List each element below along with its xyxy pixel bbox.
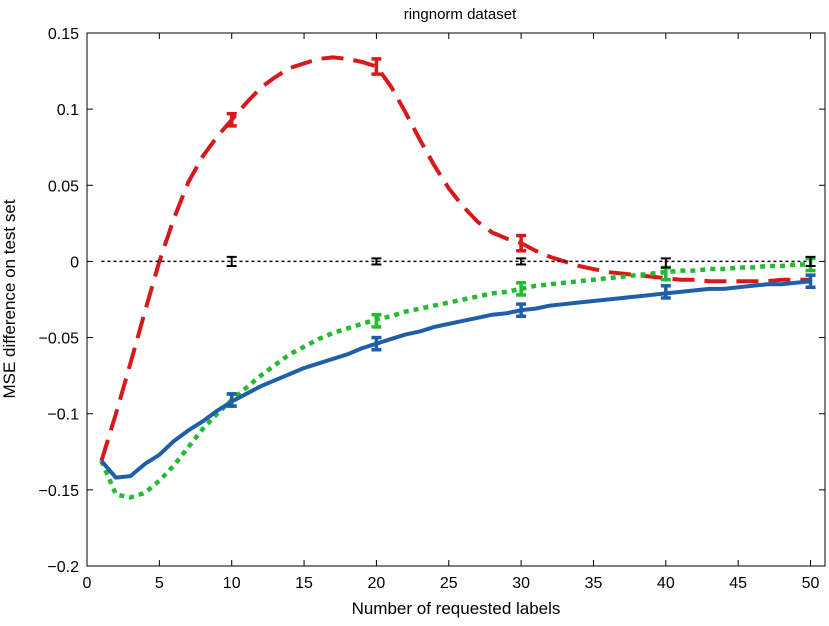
error-bar bbox=[805, 273, 816, 290]
x-tick-label: 10 bbox=[223, 575, 241, 592]
error-bar bbox=[660, 257, 671, 269]
error-bar bbox=[371, 257, 382, 266]
series-2 bbox=[99, 273, 816, 480]
error-bar bbox=[516, 257, 527, 266]
series-line bbox=[99, 262, 811, 500]
error-bar bbox=[226, 255, 237, 267]
x-tick-label: 40 bbox=[657, 575, 675, 592]
error-bar bbox=[371, 335, 382, 352]
y-axis-label: MSE difference on test set bbox=[0, 199, 19, 398]
x-tick-label: 50 bbox=[802, 575, 820, 592]
error-bar bbox=[516, 280, 527, 297]
error-bar bbox=[516, 233, 527, 253]
x-tick-label: 45 bbox=[729, 575, 747, 592]
error-bar bbox=[226, 111, 237, 128]
series-3 bbox=[101, 255, 816, 269]
y-tick-label: −0.1 bbox=[47, 407, 79, 424]
chart-title: ringnorm dataset bbox=[404, 6, 517, 23]
error-bar bbox=[371, 57, 382, 76]
x-tick-label: 5 bbox=[155, 575, 164, 592]
series-line bbox=[99, 55, 811, 462]
x-tick-label: 15 bbox=[295, 575, 313, 592]
y-tick-label: 0.15 bbox=[48, 26, 79, 43]
x-tick-label: 20 bbox=[368, 575, 386, 592]
series-line bbox=[99, 279, 811, 480]
y-tick-label: −0.15 bbox=[39, 483, 80, 500]
error-bar bbox=[371, 312, 382, 329]
series-1 bbox=[99, 256, 816, 500]
error-bar bbox=[226, 392, 237, 408]
series-group bbox=[99, 55, 816, 500]
plot-frame bbox=[86, 32, 826, 567]
error-bar bbox=[516, 302, 527, 319]
x-axis-label: Number of requested labels bbox=[352, 599, 561, 618]
y-tick-label: 0.05 bbox=[48, 178, 79, 195]
x-tick-label: 35 bbox=[585, 575, 603, 592]
error-bar bbox=[805, 255, 816, 267]
ticks: 0 5 10 15 20 25 30 35 40 45 50 −0.2 −0.15 −0.1 −0.05 0 0… bbox=[39, 26, 825, 592]
error-bar bbox=[660, 284, 671, 300]
x-tick-label: 0 bbox=[83, 575, 92, 592]
y-tick-label: −0.05 bbox=[39, 331, 80, 348]
x-tick-label: 25 bbox=[440, 575, 458, 592]
y-tick-label: 0 bbox=[70, 254, 79, 271]
y-tick-label: −0.2 bbox=[47, 559, 79, 576]
y-tick-label: 0.1 bbox=[57, 102, 79, 119]
series-0 bbox=[99, 55, 811, 462]
x-tick-label: 30 bbox=[512, 575, 530, 592]
